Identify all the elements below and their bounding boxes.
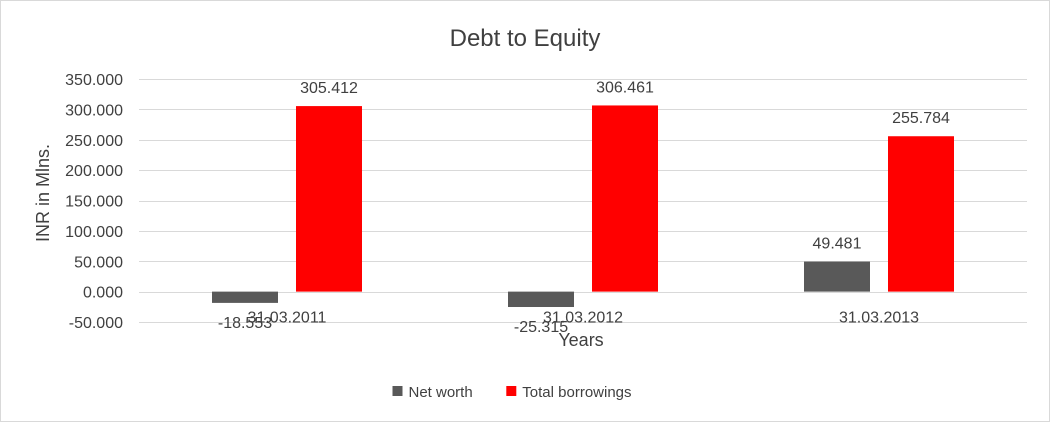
chart-title: Debt to Equity — [450, 25, 601, 52]
bar-net-worth — [804, 261, 870, 292]
legend-swatch — [392, 386, 403, 396]
data-label: 49.481 — [813, 236, 862, 253]
bars — [212, 105, 954, 308]
x-category-label: 31.03.2011 — [248, 310, 327, 327]
gridlines — [139, 79, 1027, 323]
y-tick-label: 0.000 — [83, 285, 123, 302]
data-label: -25.315 — [514, 319, 568, 336]
y-axis-title: INR in Mlns. — [33, 144, 53, 242]
bar-total-borrowings — [888, 136, 954, 292]
x-category-label: 31.03.2012 — [543, 310, 623, 327]
x-axis-categories: 31.03.2011 31.03.2012 31.03.2013 — [248, 310, 920, 327]
bar-net-worth — [508, 291, 574, 308]
legend-label: Total borrowings — [522, 384, 631, 401]
y-axis-ticks: 350.000 300.000 250.000 200.000 150.000 100.0… — [65, 72, 123, 332]
legend: Net worth Total borrowings — [392, 384, 632, 401]
x-axis-title: Years — [558, 330, 603, 350]
y-tick-label: 200.000 — [65, 163, 123, 180]
data-label: -18.553 — [218, 315, 272, 332]
legend-swatch — [506, 386, 517, 396]
data-labels: -18.553 305.412 -25.315 306.461 49.481 255.78… — [218, 79, 950, 336]
data-label: 255.784 — [892, 110, 950, 127]
y-tick-label: 50.000 — [74, 254, 123, 271]
x-category-label: 31.03.2013 — [839, 310, 919, 327]
bar-net-worth — [212, 291, 278, 303]
y-tick-label: 150.000 — [65, 194, 123, 211]
y-tick-label: 100.000 — [65, 224, 123, 241]
y-tick-label: 250.000 — [65, 133, 123, 150]
data-label: 305.412 — [300, 80, 358, 97]
bar-total-borrowings — [296, 106, 362, 292]
bar-total-borrowings — [592, 105, 658, 292]
y-tick-label: 300.000 — [65, 102, 123, 119]
y-tick-label: -50.000 — [69, 315, 123, 332]
legend-label: Net worth — [409, 384, 473, 401]
data-label: 306.461 — [596, 79, 654, 96]
y-tick-label: 350.000 — [65, 72, 123, 89]
